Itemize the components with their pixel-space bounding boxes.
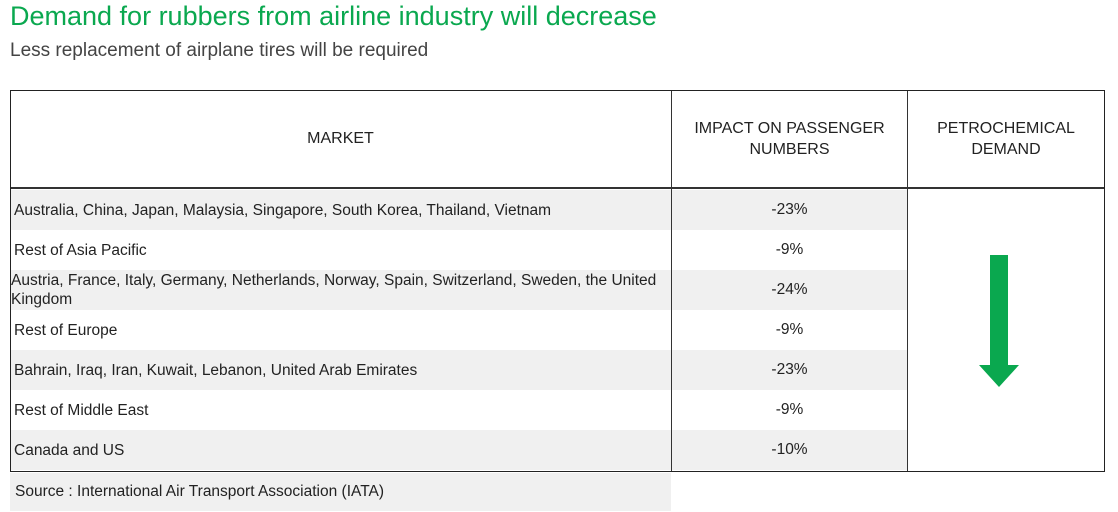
table-row: Rest of Asia Pacific -9% [10, 230, 907, 270]
impact-cell: -23% [771, 201, 808, 218]
column-divider [907, 90, 908, 472]
column-header-impact: IMPACT ON PASSENGER NUMBERS [672, 90, 907, 187]
page-subtitle: Less replacement of airplane tires will … [10, 40, 429, 61]
column-header-petrochemical-label: PETROCHEMICAL DEMAND [937, 119, 1075, 158]
table-row: Bahrain, Iraq, Iran, Kuwait, Lebanon, Un… [10, 350, 907, 390]
table-row: Rest of Middle East -9% [10, 390, 907, 430]
impact-cell: -9% [775, 241, 804, 258]
market-cell: Australia, China, Japan, Malaysia, Singa… [14, 201, 552, 219]
source-note: Source : International Air Transport Ass… [10, 473, 671, 511]
impact-cell: -9% [775, 401, 804, 418]
arrow-down-icon [979, 255, 1019, 387]
column-header-petrochemical: PETROCHEMICAL DEMAND [908, 90, 1104, 187]
impact-table: MARKET IMPACT ON PASSENGER NUMBERS PETRO… [10, 90, 1105, 472]
column-header-market: MARKET [307, 130, 374, 147]
header-divider [10, 187, 1105, 189]
arrow-down-shape [979, 255, 1019, 387]
market-cell: Rest of Europe [14, 321, 118, 339]
column-header-impact-label: IMPACT ON PASSENGER NUMBERS [694, 119, 885, 158]
page-title: Demand for rubbers from airline industry… [10, 1, 657, 31]
market-cell: Rest of Asia Pacific [14, 241, 147, 259]
impact-cell: -10% [771, 441, 808, 458]
market-cell: Canada and US [14, 441, 125, 459]
impact-cell: -24% [771, 281, 808, 298]
impact-cell: -23% [771, 361, 808, 378]
table-body: Australia, China, Japan, Malaysia, Singa… [10, 190, 907, 470]
market-cell: Rest of Middle East [14, 401, 149, 419]
table-row: Rest of Europe -9% [10, 310, 907, 350]
table-row: Australia, China, Japan, Malaysia, Singa… [10, 190, 907, 230]
table-row: Austria, France, Italy, Germany, Netherl… [10, 270, 907, 310]
column-divider [671, 90, 672, 472]
market-cell: Bahrain, Iraq, Iran, Kuwait, Lebanon, Un… [14, 361, 418, 379]
impact-cell: -9% [775, 321, 804, 338]
table-row: Canada and US -10% [10, 430, 907, 470]
market-cell: Austria, France, Italy, Germany, Netherl… [11, 272, 657, 308]
